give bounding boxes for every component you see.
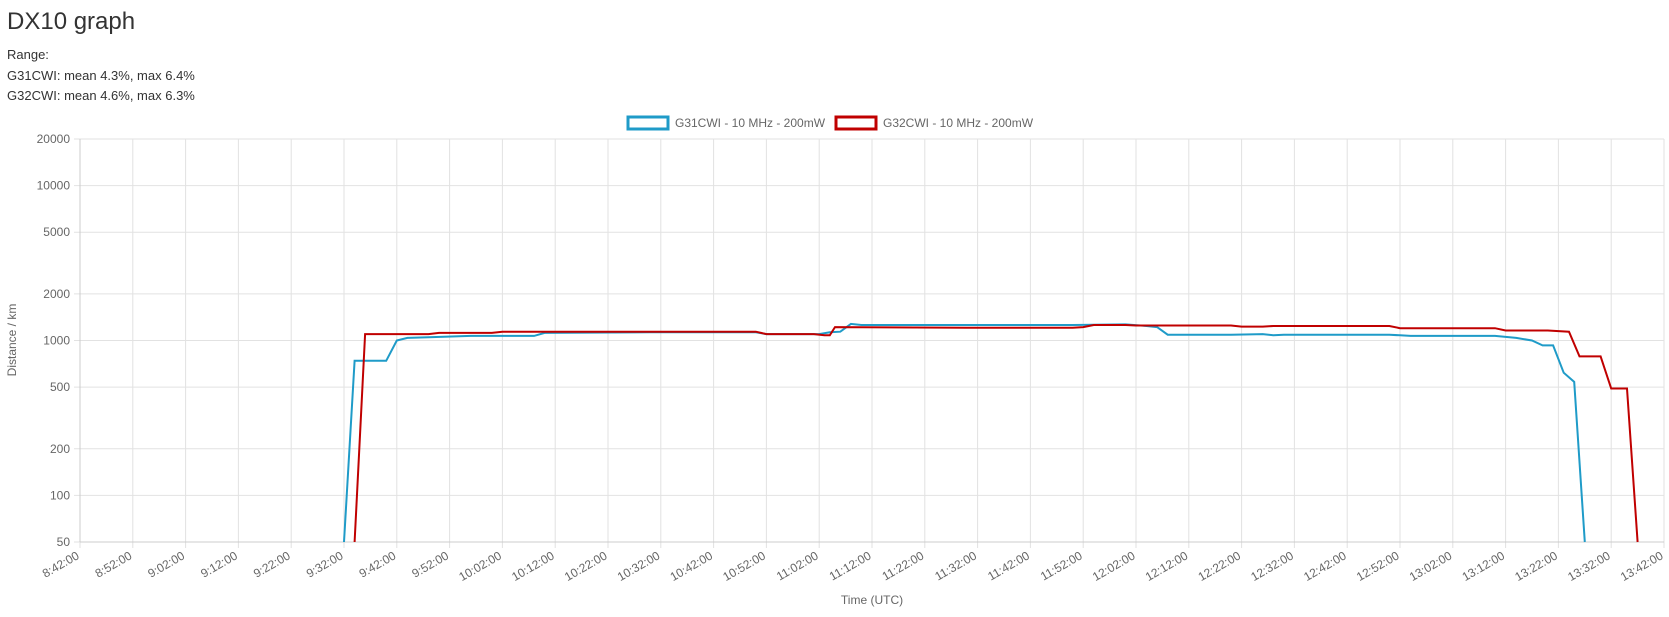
x-tick-label: 9:32:00	[304, 548, 346, 580]
x-tick-label: 8:52:00	[93, 548, 135, 580]
y-tick-label: 20000	[37, 132, 71, 146]
x-tick-label: 9:42:00	[357, 548, 399, 580]
x-tick-label: 12:32:00	[1248, 548, 1296, 584]
x-tick-label: 13:42:00	[1618, 548, 1666, 584]
y-tick-label: 500	[50, 380, 70, 394]
x-tick-label: 12:12:00	[1143, 548, 1191, 584]
legend-label[interactable]: G31CWI - 10 MHz - 200mW	[675, 116, 826, 130]
x-tick-label: 13:12:00	[1460, 548, 1508, 584]
x-tick-label: 10:02:00	[456, 548, 504, 584]
x-tick-label: 13:32:00	[1565, 548, 1613, 584]
x-tick-label: 10:12:00	[509, 548, 557, 584]
x-tick-label: 10:52:00	[720, 548, 768, 584]
x-tick-label: 9:52:00	[409, 548, 451, 580]
x-tick-label: 12:52:00	[1354, 548, 1402, 584]
x-tick-label: 11:12:00	[827, 548, 874, 583]
x-tick-label: 11:02:00	[774, 548, 821, 583]
y-tick-label: 200	[50, 442, 70, 456]
x-axis-label: Time (UTC)	[841, 593, 903, 607]
x-tick-label: 9:02:00	[145, 548, 187, 580]
range-stat: G32CWI: mean 4.6%, max 6.3%	[7, 88, 195, 103]
x-tick-label: 10:42:00	[668, 548, 716, 584]
page-title: DX10 graph	[7, 8, 136, 35]
x-tick-label: 11:52:00	[1038, 548, 1085, 583]
legend-swatch[interactable]	[834, 115, 878, 131]
legend-label[interactable]: G32CWI - 10 MHz - 200mW	[883, 116, 1034, 130]
range-stat: G31CWI: mean 4.3%, max 6.4%	[7, 68, 195, 83]
data-line	[353, 324, 1639, 543]
x-tick-label: 13:22:00	[1512, 548, 1560, 584]
y-tick-label: 100	[50, 488, 70, 502]
y-tick-label: 1000	[43, 334, 70, 348]
x-tick-label: 9:22:00	[251, 548, 293, 580]
x-tick-label: 11:42:00	[985, 548, 1032, 583]
x-tick-label: 10:32:00	[615, 548, 663, 584]
x-tick-label: 12:42:00	[1301, 548, 1349, 584]
x-tick-label: 8:42:00	[40, 548, 82, 580]
x-tick-label: 9:12:00	[198, 548, 240, 580]
data-line	[343, 322, 1586, 543]
x-tick-label: 10:22:00	[562, 548, 610, 584]
x-tick-label: 12:02:00	[1090, 548, 1138, 584]
x-tick-label: 12:22:00	[1196, 548, 1244, 584]
y-tick-label: 5000	[43, 225, 70, 239]
x-tick-label: 13:02:00	[1407, 548, 1455, 584]
y-tick-label: 10000	[37, 179, 71, 193]
legend-swatch[interactable]	[626, 115, 670, 131]
x-tick-label: 11:22:00	[880, 548, 927, 583]
range-label: Range:	[7, 47, 49, 62]
y-axis-label: Distance / km	[5, 304, 19, 377]
x-tick-label: 11:32:00	[932, 548, 979, 583]
y-tick-label: 50	[57, 535, 71, 549]
y-tick-label: 2000	[43, 287, 70, 301]
